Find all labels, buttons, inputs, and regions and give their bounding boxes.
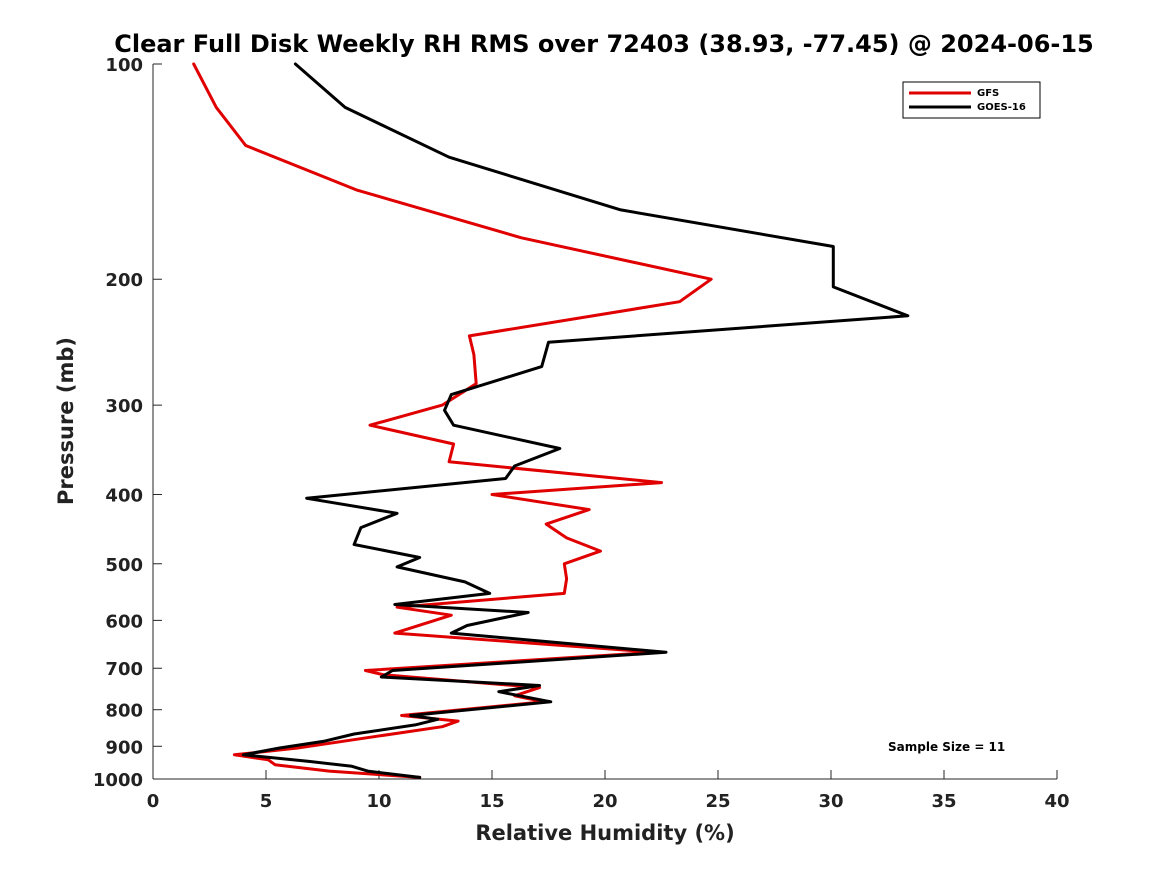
y-tick-label-2: 300 xyxy=(105,396,143,417)
legend-box xyxy=(902,81,1041,119)
y-tick-label-7: 800 xyxy=(105,701,143,722)
y-axis-label: Pressure (mb) xyxy=(54,337,78,505)
series-layer xyxy=(192,62,910,779)
y-tick-label-8: 900 xyxy=(105,737,143,758)
y-ticks: 100 200 300 400 500 600 700 800 900 1000 xyxy=(93,55,162,791)
x-tick-label-1: 5 xyxy=(260,791,273,812)
x-axis-label: Relative Humidity (%) xyxy=(475,821,734,845)
y-tick-label-3: 400 xyxy=(105,485,143,506)
y-tick-label-9: 1000 xyxy=(93,770,143,791)
y-tick-label-6: 700 xyxy=(105,659,143,680)
y-tick-label-1: 200 xyxy=(105,270,143,291)
x-tick-label-4: 20 xyxy=(592,791,617,812)
series-line-goes-16 xyxy=(241,62,910,779)
x-tick-label-3: 15 xyxy=(479,791,504,812)
x-tick-label-5: 25 xyxy=(705,791,730,812)
legend-label-gfs: GFS xyxy=(977,88,999,99)
legend: GFS GOES-16 xyxy=(902,81,1041,119)
x-tick-label-7: 35 xyxy=(931,791,956,812)
x-tick-label-6: 30 xyxy=(818,791,843,812)
x-ticks: 0 5 10 15 20 25 30 35 40 xyxy=(147,770,1070,812)
y-tick-label-5: 600 xyxy=(105,611,143,632)
legend-label-goes16: GOES-16 xyxy=(977,102,1026,113)
y-tick-label-4: 500 xyxy=(105,555,143,576)
x-tick-label-2: 10 xyxy=(366,791,391,812)
axes xyxy=(152,64,1057,780)
series-line-gfs xyxy=(192,62,713,779)
y-tick-label-0: 100 xyxy=(105,55,143,76)
sample-size-annotation: Sample Size = 11 xyxy=(888,740,1005,754)
chart-title: Clear Full Disk Weekly RH RMS over 72403… xyxy=(114,30,1094,58)
x-tick-label-0: 0 xyxy=(147,791,160,812)
x-tick-label-8: 40 xyxy=(1044,791,1069,812)
